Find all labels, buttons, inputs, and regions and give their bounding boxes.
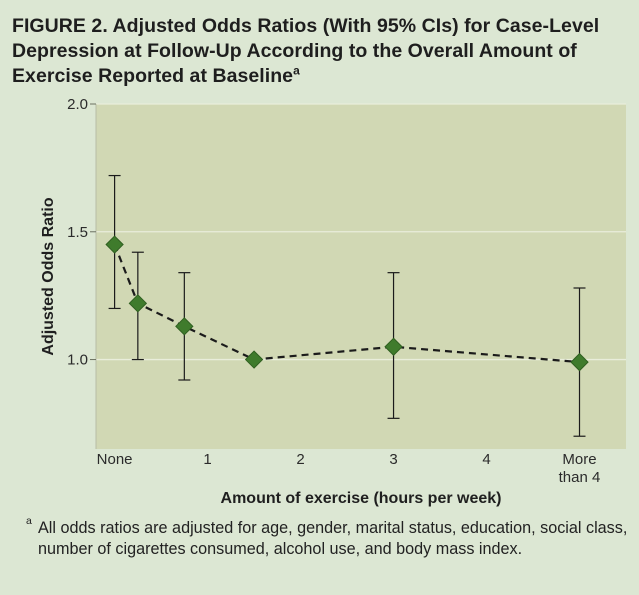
x-tick-label-4: 4 [482, 451, 490, 468]
y-axis-ticks: 1.0 1.5 2.0 [67, 96, 96, 369]
x-axis-label: Amount of exercise (hours per week) [221, 490, 502, 507]
footnote-marker: a [293, 63, 300, 78]
figure-footnote: a All odds ratios are adjusted for age, … [26, 516, 628, 559]
x-tick-label-line-4-0: 4 [482, 451, 490, 468]
y-tick-label-1: 1.5 [67, 224, 88, 241]
x-tick-label-line-5-1: than 4 [559, 469, 601, 486]
y-tick-label-2: 2.0 [67, 96, 88, 113]
x-tick-label-5: More than 4 [559, 451, 601, 486]
data-point-marker-2 [175, 317, 194, 336]
figure-title: FIGURE 2. Adjusted Odds Ratios (With 95%… [12, 14, 627, 89]
x-tick-label-line-5-0: More [562, 451, 596, 468]
y-tick-label-0: 1.0 [67, 352, 88, 369]
data-point-marker-3 [244, 350, 264, 369]
data-point-marker-0 [105, 235, 124, 254]
plot-area [96, 104, 626, 449]
footnote-letter: a [26, 515, 32, 527]
odds-ratio-series-line [113, 244, 580, 364]
data-point-marker-1 [128, 294, 148, 313]
data-point-markers-layer [105, 235, 589, 372]
footnote-text: All odds ratios are adjusted for age, ge… [38, 519, 628, 558]
x-tick-label-line-1-0: 1 [203, 451, 211, 468]
x-tick-label-3: 3 [389, 451, 397, 468]
y-axis-label: Adjusted Odds Ratio [40, 197, 57, 355]
x-tick-label-line-3-0: 3 [389, 451, 397, 468]
x-axis-ticks: None 1 2 3 4 More than 4 [97, 451, 601, 486]
figure-title-text: FIGURE 2. Adjusted Odds Ratios (With 95%… [12, 15, 600, 87]
x-tick-label-0: None [97, 451, 133, 468]
data-point-marker-5 [570, 352, 589, 372]
x-tick-label-1: 1 [203, 451, 211, 468]
data-point-marker-4 [384, 337, 403, 356]
x-tick-label-line-0-0: None [97, 451, 133, 468]
x-tick-label-2: 2 [296, 451, 304, 468]
x-tick-label-line-2-0: 2 [296, 451, 304, 468]
